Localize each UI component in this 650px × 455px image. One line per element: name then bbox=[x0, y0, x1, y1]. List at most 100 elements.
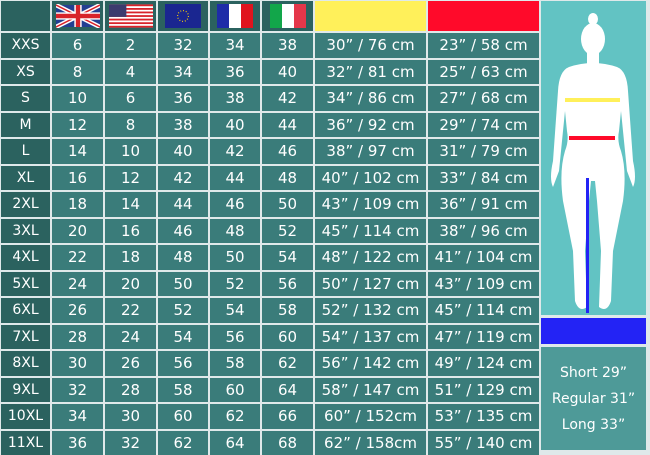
cell-chest: 52” / 132 cm bbox=[315, 298, 426, 323]
cell-waist: 41” / 104 cm bbox=[428, 245, 539, 270]
cell-eu: 50 bbox=[158, 271, 208, 296]
cell-fr: 44 bbox=[210, 165, 260, 190]
cell-it: 44 bbox=[262, 112, 313, 137]
cell-eu: 46 bbox=[158, 218, 208, 243]
eu-flag-icon bbox=[158, 1, 208, 31]
cell-us: 10 bbox=[105, 139, 156, 164]
cell-us: 8 bbox=[105, 112, 156, 137]
cell-size: 5XL bbox=[1, 271, 50, 296]
body-figure bbox=[541, 1, 646, 315]
cell-chest: 60” / 152cm bbox=[315, 404, 426, 429]
cell-waist: 25” / 63 cm bbox=[428, 59, 539, 84]
cell-uk: 14 bbox=[52, 139, 103, 164]
cell-size: 6XL bbox=[1, 298, 50, 323]
cell-it: 42 bbox=[262, 86, 313, 111]
cell-eu: 54 bbox=[158, 324, 208, 349]
cell-eu: 32 bbox=[158, 33, 208, 58]
chest-color-header bbox=[315, 1, 426, 31]
cell-size: 9XL bbox=[1, 377, 50, 402]
cell-chest: 50” / 127 cm bbox=[315, 271, 426, 296]
measurement-guide: Short 29” Regular 31” Long 33” bbox=[541, 1, 646, 450]
cell-fr: 48 bbox=[210, 218, 260, 243]
cell-eu: 62 bbox=[158, 430, 208, 455]
cell-uk: 18 bbox=[52, 192, 103, 217]
cell-chest: 38” / 97 cm bbox=[315, 139, 426, 164]
cell-uk: 32 bbox=[52, 377, 103, 402]
cell-chest: 43” / 109 cm bbox=[315, 192, 426, 217]
cell-chest: 45” / 114 cm bbox=[315, 218, 426, 243]
it-flag-icon bbox=[262, 1, 313, 31]
cell-eu: 42 bbox=[158, 165, 208, 190]
cell-size: XXS bbox=[1, 33, 50, 58]
cell-waist: 27” / 68 cm bbox=[428, 86, 539, 111]
cell-fr: 38 bbox=[210, 86, 260, 111]
header-corner bbox=[1, 1, 50, 31]
cell-us: 16 bbox=[105, 218, 156, 243]
length-short: Short 29” bbox=[559, 364, 628, 381]
cell-it: 40 bbox=[262, 59, 313, 84]
cell-uk: 28 bbox=[52, 324, 103, 349]
cell-size: XL bbox=[1, 165, 50, 190]
cell-eu: 52 bbox=[158, 298, 208, 323]
cell-size: M bbox=[1, 112, 50, 137]
cell-size: S bbox=[1, 86, 50, 111]
cell-uk: 16 bbox=[52, 165, 103, 190]
cell-us: 26 bbox=[105, 351, 156, 376]
cell-size: 3XL bbox=[1, 218, 50, 243]
cell-chest: 48” / 122 cm bbox=[315, 245, 426, 270]
cell-eu: 44 bbox=[158, 192, 208, 217]
length-regular: Regular 31” bbox=[551, 390, 636, 407]
cell-us: 20 bbox=[105, 271, 156, 296]
cell-fr: 60 bbox=[210, 377, 260, 402]
cell-it: 54 bbox=[262, 245, 313, 270]
cell-us: 6 bbox=[105, 86, 156, 111]
cell-size: 10XL bbox=[1, 404, 50, 429]
uk-flag-icon bbox=[52, 1, 103, 31]
cell-uk: 8 bbox=[52, 59, 103, 84]
cell-size: XS bbox=[1, 59, 50, 84]
cell-uk: 26 bbox=[52, 298, 103, 323]
cell-it: 60 bbox=[262, 324, 313, 349]
waist-color-header bbox=[428, 1, 539, 31]
cell-it: 52 bbox=[262, 218, 313, 243]
cell-fr: 40 bbox=[210, 112, 260, 137]
cell-uk: 12 bbox=[52, 112, 103, 137]
cell-it: 38 bbox=[262, 33, 313, 58]
cell-waist: 49” / 124 cm bbox=[428, 351, 539, 376]
cell-uk: 36 bbox=[52, 430, 103, 455]
cell-us: 14 bbox=[105, 192, 156, 217]
cell-it: 58 bbox=[262, 298, 313, 323]
cell-uk: 24 bbox=[52, 271, 103, 296]
cell-eu: 48 bbox=[158, 245, 208, 270]
cell-fr: 64 bbox=[210, 430, 260, 455]
cell-fr: 50 bbox=[210, 245, 260, 270]
body-silhouette-icon bbox=[551, 13, 635, 313]
cell-waist: 43” / 109 cm bbox=[428, 271, 539, 296]
cell-eu: 58 bbox=[158, 377, 208, 402]
cell-us: 24 bbox=[105, 324, 156, 349]
cell-it: 48 bbox=[262, 165, 313, 190]
cell-chest: 36” / 92 cm bbox=[315, 112, 426, 137]
size-table: XXS 6 2 32 34 38 30” / 76 cm 23” / 58 cm XS 8 4 34 3… bbox=[1, 1, 539, 455]
cell-fr: 52 bbox=[210, 271, 260, 296]
cell-eu: 34 bbox=[158, 59, 208, 84]
cell-fr: 34 bbox=[210, 33, 260, 58]
cell-us: 30 bbox=[105, 404, 156, 429]
cell-fr: 54 bbox=[210, 298, 260, 323]
cell-uk: 6 bbox=[52, 33, 103, 58]
cell-it: 68 bbox=[262, 430, 313, 455]
cell-size: 11XL bbox=[1, 430, 50, 455]
cell-size: 4XL bbox=[1, 245, 50, 270]
cell-fr: 58 bbox=[210, 351, 260, 376]
cell-it: 46 bbox=[262, 139, 313, 164]
cell-waist: 55” / 140 cm bbox=[428, 430, 539, 455]
cell-fr: 36 bbox=[210, 59, 260, 84]
fr-flag-icon bbox=[210, 1, 260, 31]
cell-it: 64 bbox=[262, 377, 313, 402]
cell-uk: 22 bbox=[52, 245, 103, 270]
cell-chest: 40” / 102 cm bbox=[315, 165, 426, 190]
cell-fr: 46 bbox=[210, 192, 260, 217]
cell-us: 2 bbox=[105, 33, 156, 58]
cell-it: 62 bbox=[262, 351, 313, 376]
